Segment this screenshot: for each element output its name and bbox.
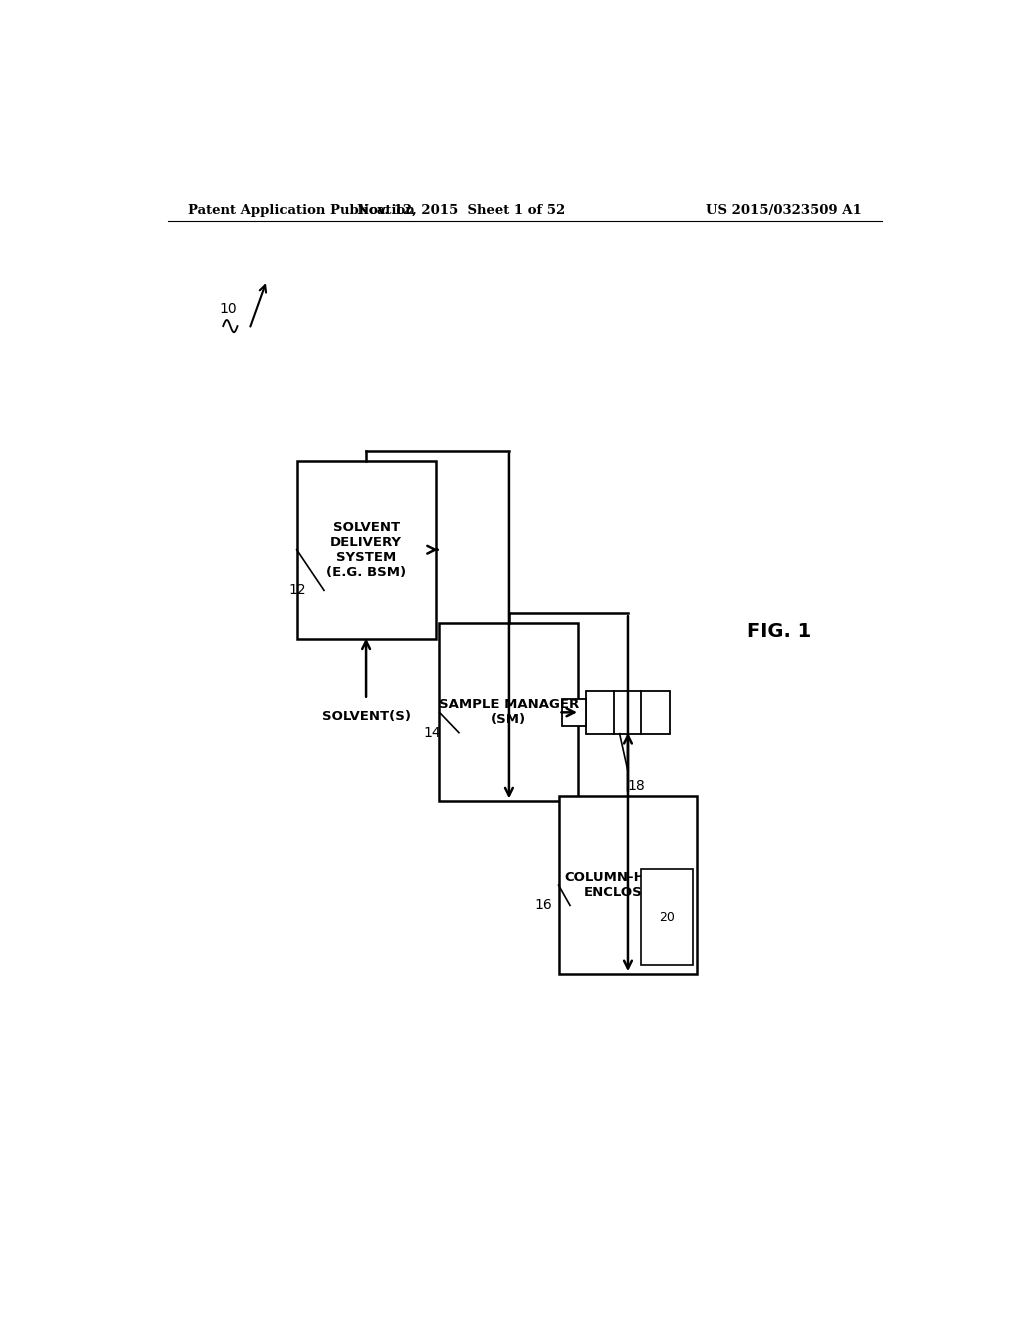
Bar xyxy=(558,796,697,974)
Text: SOLVENT(S): SOLVENT(S) xyxy=(322,710,411,723)
Text: 20: 20 xyxy=(658,911,675,924)
Text: COLUMN-HEATER
ENCLOSURE: COLUMN-HEATER ENCLOSURE xyxy=(564,871,692,899)
Text: Nov. 12, 2015  Sheet 1 of 52: Nov. 12, 2015 Sheet 1 of 52 xyxy=(357,205,565,216)
Text: 16: 16 xyxy=(535,899,553,912)
Text: SAMPLE MANAGER
(SM): SAMPLE MANAGER (SM) xyxy=(439,698,579,726)
Bar xyxy=(587,690,670,734)
Text: Patent Application Publication: Patent Application Publication xyxy=(187,205,415,216)
Bar xyxy=(297,461,435,639)
Bar xyxy=(641,869,692,965)
Text: US 2015/0323509 A1: US 2015/0323509 A1 xyxy=(707,205,862,216)
Text: 12: 12 xyxy=(289,583,306,598)
Text: 18: 18 xyxy=(627,779,645,793)
Text: FIG. 1: FIG. 1 xyxy=(746,622,811,640)
Bar xyxy=(562,700,587,726)
Text: SOLVENT
DELIVERY
SYSTEM
(E.G. BSM): SOLVENT DELIVERY SYSTEM (E.G. BSM) xyxy=(326,520,407,578)
Bar xyxy=(439,623,579,801)
Text: 14: 14 xyxy=(424,726,441,739)
Text: 10: 10 xyxy=(219,302,237,315)
